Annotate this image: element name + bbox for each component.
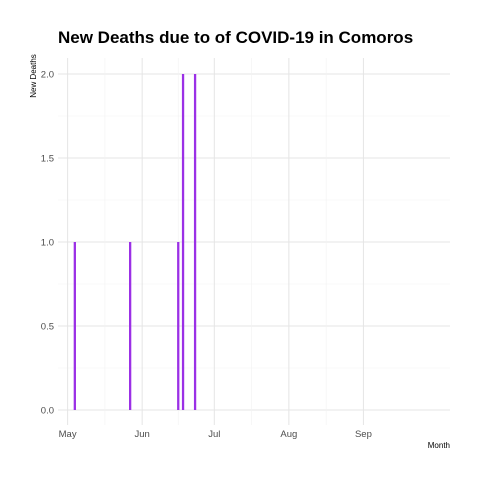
y-tick-labels: 0.0 0.5 1.0 1.5 2.0 bbox=[41, 70, 54, 417]
x-tick-label: Jul bbox=[208, 429, 220, 440]
y-tick-label: 0.5 bbox=[41, 322, 54, 333]
x-axis-label: Month bbox=[428, 441, 450, 450]
bar bbox=[193, 74, 197, 410]
y-tick-label: 0.0 bbox=[41, 406, 54, 417]
bar bbox=[73, 242, 76, 410]
y-tick-label: 1.5 bbox=[41, 154, 54, 165]
grid-lines bbox=[58, 58, 450, 425]
x-tick-label: Jun bbox=[135, 429, 150, 440]
x-tick-label: Sep bbox=[355, 429, 372, 440]
bars bbox=[73, 74, 197, 410]
bar bbox=[177, 242, 180, 410]
bar bbox=[181, 74, 185, 410]
y-tick-label: 2.0 bbox=[41, 70, 54, 81]
x-tick-labels: May Jun Jul Aug Sep bbox=[59, 429, 372, 440]
y-axis-label: New Deaths bbox=[29, 54, 38, 98]
x-tick-label: May bbox=[59, 429, 77, 440]
bar bbox=[129, 242, 132, 410]
chart-title: New Deaths due to of COVID-19 in Comoros bbox=[58, 28, 413, 47]
x-tick-label: Aug bbox=[280, 429, 297, 440]
y-tick-label: 1.0 bbox=[41, 238, 54, 249]
